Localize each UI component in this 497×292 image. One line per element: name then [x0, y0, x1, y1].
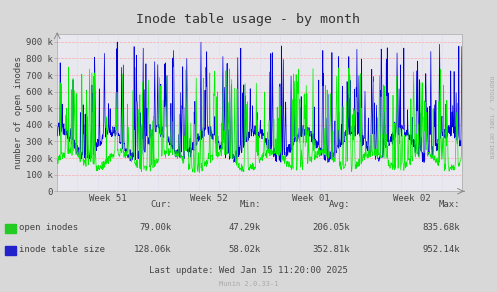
Text: Munin 2.0.33-1: Munin 2.0.33-1	[219, 281, 278, 287]
Text: Max:: Max:	[438, 200, 460, 209]
Text: 47.29k: 47.29k	[229, 223, 261, 232]
Text: Min:: Min:	[240, 200, 261, 209]
Text: 58.02k: 58.02k	[229, 245, 261, 254]
Text: inode table size: inode table size	[19, 245, 105, 254]
Text: 835.68k: 835.68k	[422, 223, 460, 232]
Y-axis label: number of open inodes: number of open inodes	[14, 56, 23, 169]
Text: Last update: Wed Jan 15 11:20:00 2025: Last update: Wed Jan 15 11:20:00 2025	[149, 266, 348, 275]
Text: 206.05k: 206.05k	[313, 223, 350, 232]
Text: Avg:: Avg:	[329, 200, 350, 209]
Text: 79.00k: 79.00k	[139, 223, 171, 232]
Text: 128.06k: 128.06k	[134, 245, 171, 254]
Text: open inodes: open inodes	[19, 223, 78, 232]
Text: Inode table usage - by month: Inode table usage - by month	[137, 13, 360, 26]
Text: 352.81k: 352.81k	[313, 245, 350, 254]
Text: 952.14k: 952.14k	[422, 245, 460, 254]
Text: Cur:: Cur:	[150, 200, 171, 209]
Text: RRDTOOL / TOBI OETIKER: RRDTOOL / TOBI OETIKER	[489, 76, 494, 158]
